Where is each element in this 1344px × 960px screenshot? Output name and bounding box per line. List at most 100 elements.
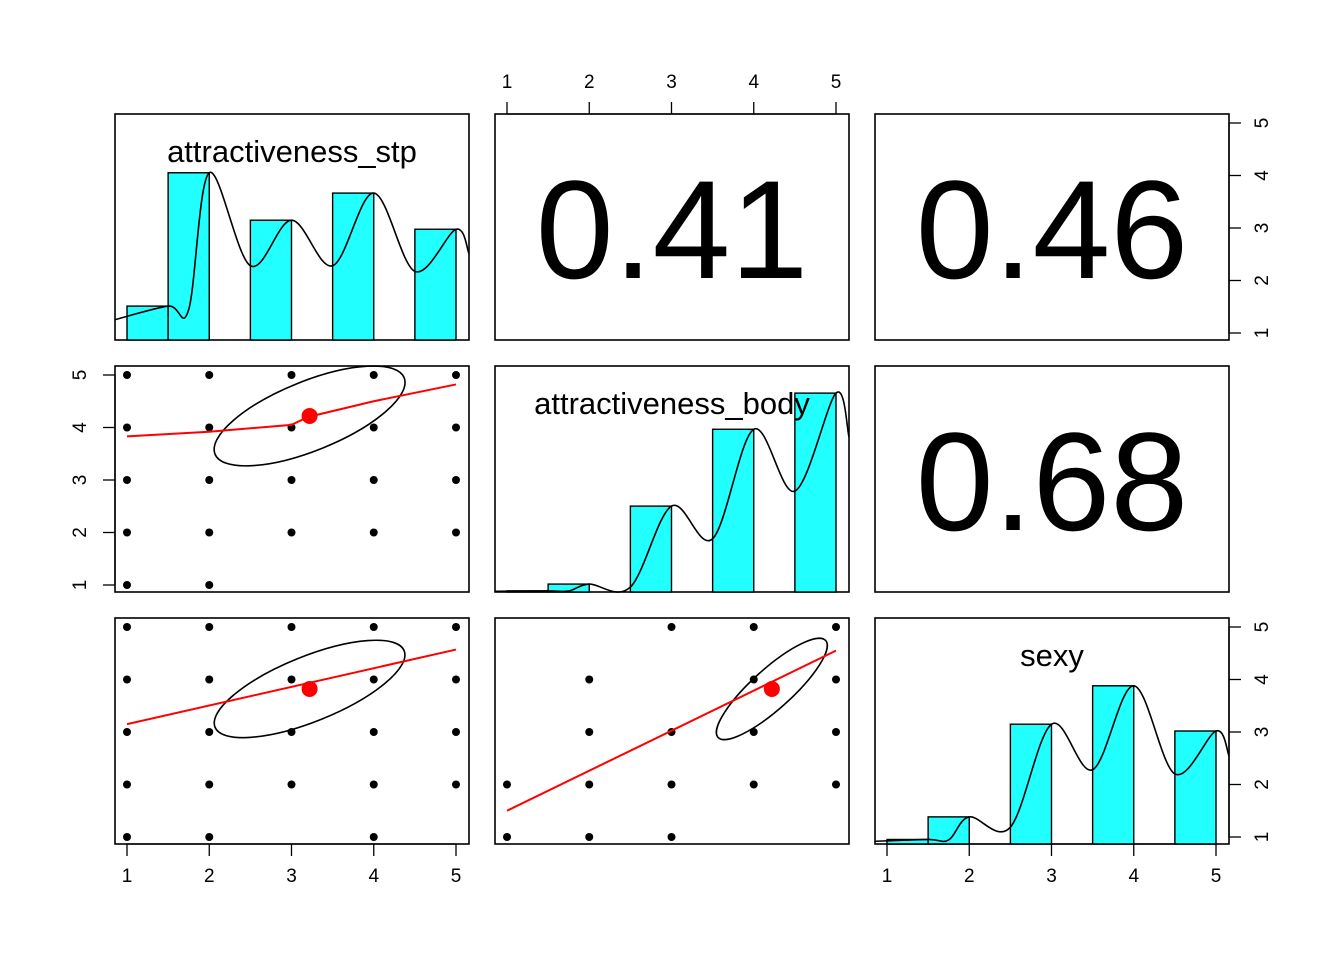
scatter-point-attractiveness_body-vs-sexy-2	[503, 780, 511, 789]
bottom-axis-col3-tick-label-4: 4	[1128, 866, 1139, 887]
correlation-attractiveness_stp-sexy: 0.46	[916, 151, 1188, 308]
bottom-axis-col3-tick-label-3: 3	[1046, 866, 1057, 887]
scatter-point-attractiveness_body-vs-sexy-1	[503, 833, 511, 841]
bottom-axis-col1-tick-label-4: 4	[368, 866, 379, 887]
left-axis-row2-tick-label-3: 3	[70, 475, 91, 486]
bottom-axis-col1-tick-label-3: 3	[286, 866, 297, 887]
scatter-point-attractiveness_body-vs-sexy-17	[832, 675, 840, 684]
correlation-ellipse-attractiveness_body-vs-sexy	[715, 637, 829, 741]
scatter-point-attractiveness_stp-vs-attractiveness_body-10	[205, 371, 214, 379]
histogram-bar-attractiveness_stp-3	[249, 219, 293, 341]
bottom-axis-col1-tick-label-2: 2	[204, 866, 215, 887]
right-axis-row1-tick-label-4: 4	[1252, 170, 1273, 181]
scatter-point-attractiveness_stp-vs-attractiveness_body-14	[287, 371, 296, 379]
scatter-point-attractiveness_stp-vs-sexy-11	[287, 780, 296, 789]
top-axis-col2-tick-label-3: 3	[666, 72, 677, 93]
left-axis-row2-tick-label-1: 1	[70, 580, 91, 591]
scatter-point-attractiveness_stp-vs-sexy-23	[452, 623, 460, 631]
scatter-point-attractiveness_stp-vs-sexy-10	[205, 623, 214, 631]
scatter-point-attractiveness_stp-vs-sexy-21	[452, 728, 460, 736]
right-axis-row3-tick-label-5: 5	[1252, 622, 1273, 633]
left-axis-row2-tick-label-5: 5	[70, 370, 91, 381]
scatter-point-attractiveness_stp-vs-sexy-17	[369, 728, 378, 736]
scatter-point-attractiveness_stp-vs-sexy-15	[369, 833, 378, 841]
correlation-ellipse-attractiveness_stp-vs-attractiveness_body	[213, 365, 406, 467]
mean-point-attractiveness_stp-vs-sexy	[301, 680, 318, 697]
scatter-point-attractiveness_stp-vs-sexy-1	[123, 833, 131, 841]
variable-label-attractiveness_body: attractiveness_body	[534, 386, 810, 421]
scatter-point-attractiveness_body-vs-sexy-15	[832, 780, 840, 789]
histogram-bar-sexy-4	[1091, 685, 1135, 845]
scatter-point-attractiveness_body-vs-sexy-14	[749, 623, 758, 631]
bottom-axis-col1-tick-label-1: 1	[122, 866, 133, 887]
scatter-point-attractiveness_stp-vs-attractiveness_body-2	[123, 528, 131, 537]
scatter-point-attractiveness_body-vs-sexy-11	[749, 780, 758, 789]
scatter-point-attractiveness_body-vs-sexy-10	[667, 623, 676, 631]
scatter-point-attractiveness_stp-vs-attractiveness_body-5	[123, 371, 131, 379]
panel-frame-r3-c2	[494, 617, 850, 845]
scatter-point-attractiveness_stp-vs-attractiveness_body-15	[369, 528, 378, 537]
scatter-point-attractiveness_body-vs-sexy-16	[832, 728, 840, 736]
bottom-axis-col3-tick-label-2: 2	[964, 866, 975, 887]
scatter-point-attractiveness_stp-vs-attractiveness_body-8	[205, 476, 214, 484]
scatter-point-attractiveness_stp-vs-attractiveness_body-7	[205, 528, 214, 537]
mean-point-attractiveness_stp-vs-attractiveness_body	[301, 407, 318, 424]
right-axis-row3-tick-label-3: 3	[1252, 727, 1273, 738]
correlation-attractiveness_body-sexy: 0.68	[916, 403, 1188, 560]
fit-line-attractiveness_body-vs-sexy	[506, 649, 837, 812]
right-axis-row1-tick-label-3: 3	[1252, 223, 1273, 234]
scatter-point-attractiveness_stp-vs-attractiveness_body-4	[123, 423, 131, 432]
scatter-point-attractiveness_stp-vs-attractiveness_body-9	[205, 423, 214, 432]
scatter-point-attractiveness_stp-vs-attractiveness_body-12	[287, 476, 296, 484]
scatter-point-attractiveness_stp-vs-attractiveness_body-22	[452, 371, 460, 379]
scatter-point-attractiveness_stp-vs-attractiveness_body-20	[452, 476, 460, 484]
correlation-attractiveness_stp-attractiveness_body: 0.41	[536, 151, 808, 308]
fit-line-attractiveness_stp-vs-attractiveness_body	[126, 383, 457, 438]
scatter-point-attractiveness_body-vs-sexy-7	[667, 833, 676, 841]
right-axis-row1-tick-label-1: 1	[1252, 328, 1273, 339]
right-axis-row3-tick-label-2: 2	[1252, 779, 1273, 790]
histogram-bar-attractiveness_stp-4	[331, 192, 375, 341]
scatter-point-attractiveness_body-vs-sexy-4	[585, 780, 594, 789]
histogram-bar-sexy-3	[1009, 723, 1053, 845]
scatter-point-attractiveness_stp-vs-sexy-9	[205, 675, 214, 684]
top-axis-col2-tick-label-2: 2	[584, 72, 595, 93]
scatter-point-attractiveness_stp-vs-sexy-7	[205, 780, 214, 789]
variable-label-attractiveness_stp: attractiveness_stp	[167, 134, 417, 169]
histogram-bar-attractiveness_stp-1	[126, 305, 169, 341]
scatter-point-attractiveness_body-vs-sexy-3	[585, 833, 594, 841]
scatter-point-attractiveness_stp-vs-sexy-14	[287, 623, 296, 631]
scatter-point-attractiveness_body-vs-sexy-6	[585, 675, 594, 684]
left-axis-row2-tick-label-2: 2	[70, 527, 91, 538]
mean-point-attractiveness_body-vs-sexy	[763, 680, 780, 697]
histogram-bar-attractiveness_body-4	[711, 428, 755, 593]
scatter-point-attractiveness_stp-vs-sexy-4	[123, 675, 131, 684]
panel-frame-r2-c3	[874, 365, 1230, 593]
scatter-point-attractiveness_body-vs-sexy-8	[667, 780, 676, 789]
scatter-point-attractiveness_stp-vs-sexy-19	[369, 623, 378, 631]
scatter-point-attractiveness_stp-vs-sexy-2	[123, 780, 131, 789]
scatter-point-attractiveness_body-vs-sexy-12	[749, 728, 758, 736]
right-axis-row1-tick-label-5: 5	[1252, 118, 1273, 129]
right-axis-row1-tick-label-2: 2	[1252, 275, 1273, 286]
scatter-point-attractiveness_stp-vs-attractiveness_body-3	[123, 476, 131, 484]
bottom-axis-col1-tick-label-5: 5	[451, 866, 462, 887]
scatter-point-attractiveness_stp-vs-sexy-16	[369, 780, 378, 789]
density-curve-sexy	[874, 684, 1230, 843]
histogram-bar-attractiveness_stp-2	[167, 172, 210, 341]
scatter-point-attractiveness_stp-vs-attractiveness_body-1	[123, 581, 131, 589]
scatter-point-attractiveness_stp-vs-attractiveness_body-19	[452, 528, 460, 537]
top-axis-col2-tick-label-1: 1	[502, 72, 513, 93]
scatter-point-attractiveness_body-vs-sexy-18	[832, 623, 840, 631]
scatter-point-attractiveness_stp-vs-sexy-20	[452, 780, 460, 789]
variable-label-sexy: sexy	[1020, 638, 1084, 673]
bottom-axis-col3-tick-label-5: 5	[1211, 866, 1222, 887]
right-axis-row3-tick-label-1: 1	[1252, 832, 1273, 843]
scatter-point-attractiveness_stp-vs-sexy-13	[287, 675, 296, 684]
correlation-ellipse-attractiveness_stp-vs-sexy	[213, 639, 406, 739]
top-axis-col2-tick-label-4: 4	[748, 72, 759, 93]
scatter-point-attractiveness_stp-vs-sexy-3	[123, 728, 131, 736]
scatter-point-attractiveness_stp-vs-attractiveness_body-6	[205, 581, 214, 589]
scatter-point-attractiveness_stp-vs-attractiveness_body-16	[369, 476, 378, 484]
left-axis-row2-tick-label-4: 4	[70, 422, 91, 433]
